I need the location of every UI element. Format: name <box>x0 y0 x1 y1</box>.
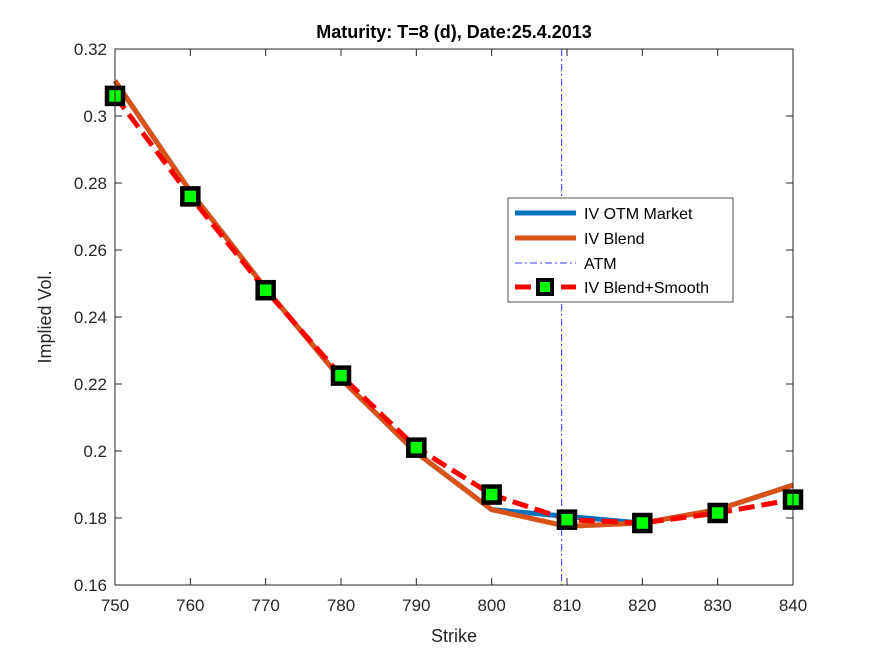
y-tick-label: 0.18 <box>74 509 107 528</box>
x-tick-label: 750 <box>101 596 129 615</box>
y-axis-ticks: 0.16 0.18 0.2 0.22 0.24 0.26 0.28 0.3 0.32 <box>74 40 793 595</box>
x-tick-label: 840 <box>779 596 807 615</box>
chart-title: Maturity: T=8 (d), Date:25.4.2013 <box>316 22 592 42</box>
x-tick-label: 810 <box>553 596 581 615</box>
y-tick-label: 0.28 <box>74 174 107 193</box>
series-line-iv-blend-smooth <box>112 94 794 526</box>
x-tick-label: 780 <box>327 596 355 615</box>
x-tick-label: 800 <box>477 596 505 615</box>
data-point-iv-blend-smooth <box>330 365 352 386</box>
data-point-iv-blend-smooth <box>481 484 502 505</box>
x-tick-label: 830 <box>703 596 731 615</box>
x-axis-ticks: 750 760 770 780 790 800 810 820 830 840 <box>101 49 807 615</box>
legend: IV OTM Market IV Blend ATM IV Blend+Smoo… <box>507 197 734 303</box>
series-layer <box>104 79 804 534</box>
data-point-iv-blend-smooth <box>632 512 653 534</box>
plot-background <box>115 49 793 585</box>
legend-label-iv-otm-market: IV OTM Market <box>584 206 693 223</box>
x-tick-label: 760 <box>176 596 204 615</box>
y-tick-label: 0.2 <box>83 442 107 461</box>
y-tick-label: 0.3 <box>83 107 107 126</box>
legend-label-atm: ATM <box>584 256 617 273</box>
y-tick-label: 0.26 <box>74 241 107 260</box>
data-point-iv-blend-smooth <box>255 279 276 301</box>
y-tick-label: 0.16 <box>74 576 107 595</box>
legend-label-iv-blend: IV Blend <box>584 231 644 248</box>
x-tick-label: 790 <box>402 596 430 615</box>
y-axis-label: Implied Vol. <box>35 270 55 363</box>
y-tick-label: 0.24 <box>74 308 107 327</box>
data-point-iv-blend-smooth <box>556 509 578 530</box>
data-point-iv-blend-smooth <box>180 186 201 207</box>
x-tick-label: 820 <box>628 596 656 615</box>
data-point-iv-blend-smooth <box>406 437 427 458</box>
x-tick-label: 770 <box>251 596 279 615</box>
legend-marker-iv-blend-smooth <box>536 278 554 296</box>
legend-label-iv-blend-smooth: IV Blend+Smooth <box>584 280 709 297</box>
data-point-iv-blend-smooth <box>707 502 728 524</box>
y-tick-label: 0.22 <box>74 375 107 394</box>
x-axis-label: Strike <box>431 626 477 646</box>
y-tick-label: 0.32 <box>74 40 107 59</box>
